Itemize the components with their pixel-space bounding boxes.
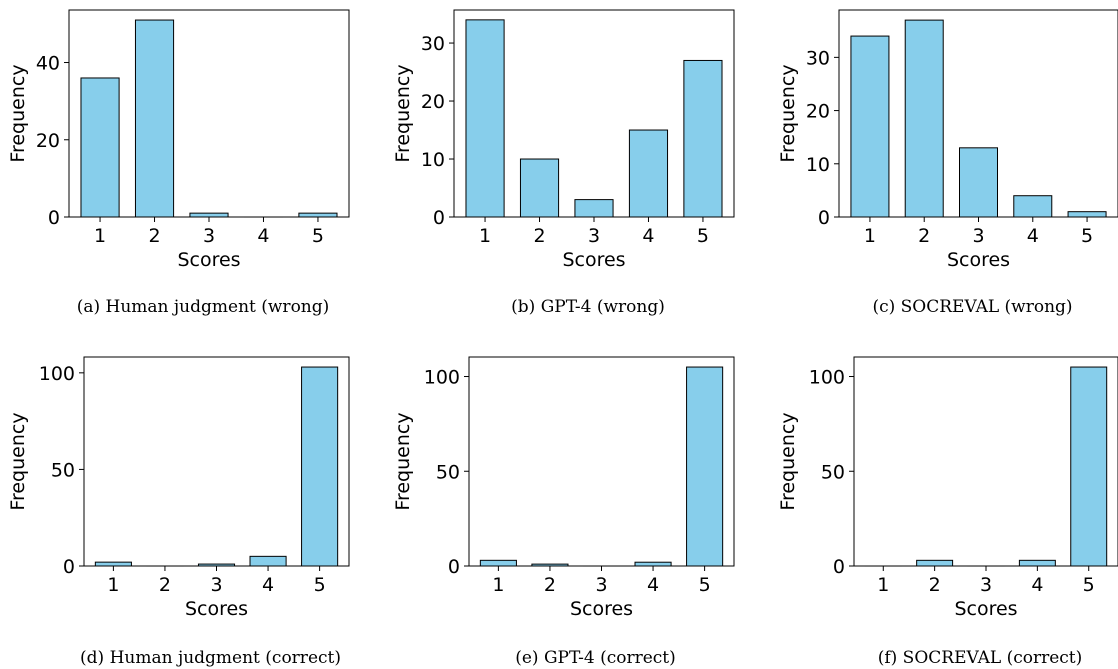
x-tick-label: 1 [107,574,119,596]
bar [1013,195,1053,218]
bar [249,555,287,567]
x-tick-label: 3 [203,225,215,247]
x-axis-label: Scores [177,249,240,271]
x-tick-label: 1 [94,225,106,247]
bar [959,147,998,218]
y-tick-label: 10 [806,154,830,176]
subfigure-caption: (a) Human judgment (wrong) [77,297,330,317]
bar [850,35,890,218]
x-tick-label: 1 [864,225,876,247]
x-tick-label: 3 [210,574,222,596]
x-tick-label: 5 [1083,574,1095,596]
y-tick-label: 0 [433,207,445,229]
x-tick-label: 2 [918,225,930,247]
x-tick-label: 2 [159,574,171,596]
x-tick-label: 2 [929,574,941,596]
y-axis-label: Frequency [777,64,799,162]
y-tick-label: 0 [48,207,60,229]
y-axis-label: Frequency [7,412,29,510]
subfigure-caption: (c) SOCREVAL (wrong) [872,297,1072,317]
bar [301,366,339,567]
x-tick-label: 3 [595,574,607,596]
y-tick-label: 0 [448,556,460,578]
y-tick-label: 100 [424,367,460,389]
y-tick-label: 0 [818,207,830,229]
x-tick-label: 4 [262,574,274,596]
x-tick-label: 5 [697,225,709,247]
x-tick-label: 5 [699,574,711,596]
x-tick-label: 4 [642,225,654,247]
y-tick-label: 10 [421,149,445,171]
bar [634,561,672,567]
subfigure-caption: (e) GPT-4 (correct) [515,648,676,668]
x-tick-label: 4 [257,225,269,247]
bar [1018,559,1056,567]
y-axis-label: Frequency [392,64,414,162]
x-tick-label: 3 [980,574,992,596]
bar [519,158,560,218]
x-axis-label: Scores [947,249,1010,271]
y-tick-label: 50 [821,461,845,483]
x-tick-label: 5 [1081,225,1093,247]
bar [298,212,338,218]
bar [1070,366,1108,567]
bar [683,59,723,218]
x-axis-label: Scores [185,598,248,620]
chart-panel: 1 2 3 4 5 0 10 20 30 Scores Frequency (b) GPT-4 (wr… [392,9,735,317]
y-tick-label: 20 [421,91,445,113]
y-tick-label: 0 [63,556,75,578]
bar [189,212,229,218]
x-tick-label: 3 [588,225,600,247]
y-tick-label: 30 [806,47,830,69]
y-tick-label: 20 [806,101,830,123]
x-tick-label: 2 [533,225,545,247]
x-tick-label: 1 [877,574,889,596]
y-tick-label: 20 [36,130,60,152]
y-tick-label: 100 [809,367,845,389]
y-tick-label: 0 [833,556,845,578]
y-axis-label: Frequency [392,412,414,510]
x-tick-label: 2 [544,574,556,596]
x-tick-label: 1 [492,574,504,596]
bar [479,559,517,567]
subfigure-caption: (d) Human judgment (correct) [80,648,341,668]
bar [628,129,669,218]
x-tick-label: 5 [312,225,324,247]
y-axis-label: Frequency [777,412,799,510]
bar [80,77,120,218]
x-axis-label: Scores [954,598,1017,620]
bar [904,19,944,218]
x-tick-label: 3 [972,225,984,247]
y-tick-label: 50 [436,461,460,483]
y-tick-label: 30 [421,33,445,55]
x-tick-label: 2 [148,225,160,247]
bar [94,561,132,567]
y-tick-label: 50 [51,459,75,481]
bar [1067,211,1107,218]
x-tick-label: 5 [314,574,326,596]
x-axis-label: Scores [570,598,633,620]
bar [465,19,505,218]
bar [134,19,175,218]
x-tick-label: 4 [1027,225,1039,247]
bar [916,559,954,567]
chart-panel: 1 2 3 4 5 0 20 40 Scores Frequency (a) Human judgm… [7,9,350,317]
x-tick-label: 4 [647,574,659,596]
subfigure-caption: (b) GPT-4 (wrong) [511,297,665,317]
y-tick-label: 100 [39,363,75,385]
bar [574,199,614,218]
chart-panel: 1 2 3 4 5 0 10 20 30 Scores Frequency (c) SOCREVAL … [777,9,1118,317]
subfigure-caption: (f) SOCREVAL (correct) [878,648,1083,668]
y-tick-label: 40 [36,53,60,75]
x-tick-label: 4 [1031,574,1043,596]
x-axis-label: Scores [562,249,625,271]
x-tick-label: 1 [479,225,491,247]
y-axis-label: Frequency [7,64,29,162]
bar [686,366,724,567]
